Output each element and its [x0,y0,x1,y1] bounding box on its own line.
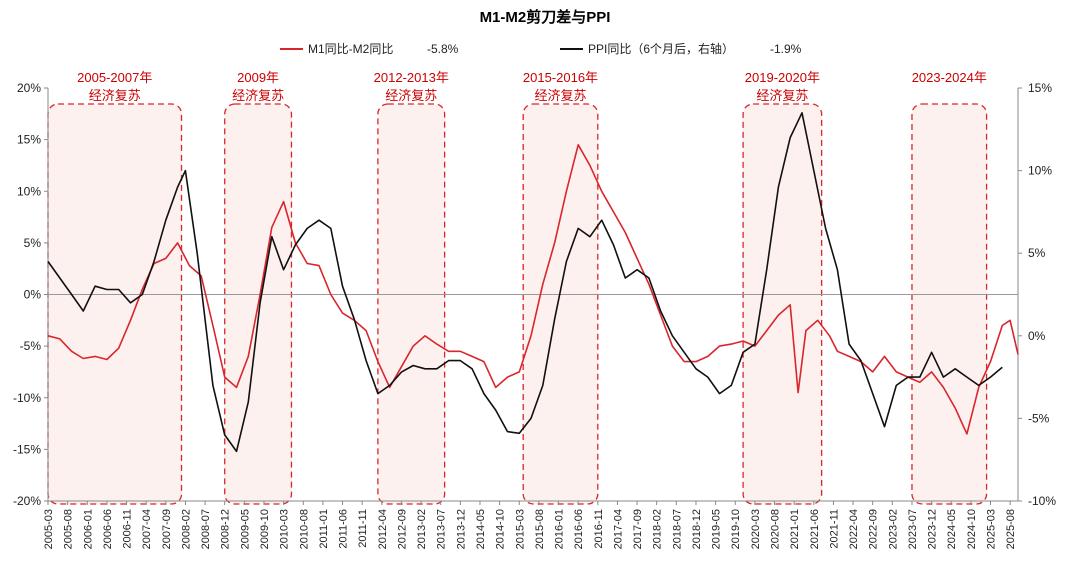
x-tick-label: 2021-11 [828,509,840,549]
x-tick-label: 2020-03 [750,509,762,549]
left-tick-label: 0% [24,288,42,302]
band-label-period: 2023-2024年 [912,70,987,85]
left-tick-label: -10% [13,391,41,405]
x-tick-label: 2008-02 [180,509,192,549]
x-tick-label: 2009-10 [259,509,271,549]
x-tick-label: 2006-01 [82,509,94,549]
band-label-note: 经济复苏 [385,88,437,103]
x-tick-label: 2011-11 [357,509,369,548]
x-tick-label: 2015-08 [534,509,546,549]
x-tick-label: 2016-06 [573,509,585,549]
left-tick-label: -20% [13,494,41,508]
x-tick-label: 2021-01 [789,509,801,549]
axes: 20% 15% 10% 5% 0% -5% -10% -15% -20% 15% 10% 5% 0% -5… [13,81,1056,549]
x-tick-label: 2023-12 [927,509,939,549]
x-tick-label: 2017-09 [632,509,644,549]
x-tick-label: 2005-03 [43,509,55,549]
x-tick-label: 2015-03 [514,509,526,549]
highlight-band [911,103,988,505]
x-tick-label: 2022-04 [848,509,860,549]
right-tick-label: 0% [1028,329,1046,343]
band-label-period: 2012-2013年 [374,70,449,85]
band-label-period: 2005-2007年 [77,70,152,85]
x-tick-label: 2006-11 [122,509,134,549]
right-tick-label: 10% [1028,164,1052,178]
x-tick-label: 2011-06 [338,509,350,549]
x-tick-label: 2012-04 [377,509,389,549]
band-label-period: 2015-2016年 [523,70,598,85]
legend-value-m1m2: -5.8% [427,42,459,56]
left-tick-label: -5% [20,339,42,353]
x-tick-label: 2021-06 [809,509,821,549]
series-layer [47,112,1019,453]
x-tick-label: 2007-04 [141,509,153,549]
x-tick-label: 2023-07 [907,509,919,549]
left-tick-label: 20% [17,81,41,95]
right-tick-label: 5% [1028,246,1046,260]
band-label-period: 2009年 [237,70,279,85]
left-tick-label: 15% [17,133,41,147]
x-tick-label: 2019-10 [730,509,742,549]
x-tick-label: 2011-01 [318,509,330,549]
highlight-band [742,103,823,505]
x-tick-label: 2014-05 [475,509,487,549]
x-tick-label: 2009-05 [239,509,251,549]
highlight-band [47,103,183,505]
legend-value-ppi: -1.9% [770,42,802,56]
x-tick-label: 2025-03 [986,509,998,549]
band-label-note: 经济复苏 [232,88,284,103]
x-tick-label: 2024-05 [946,509,958,549]
x-tick-label: 2020-08 [770,509,782,549]
right-tick-label: -5% [1028,411,1050,425]
legend-label-ppi: PPI同比（6个月后，右轴） [588,41,734,56]
x-tick-label: 2023-02 [887,509,899,549]
x-tick-label: 2005-08 [63,509,75,549]
band-label-note: 经济复苏 [756,88,808,103]
left-tick-label: 5% [24,236,42,250]
x-tick-label: 2016-01 [554,509,566,549]
x-tick-label: 2012-09 [396,509,408,549]
x-tick-label: 2014-10 [495,509,507,549]
x-tick-label: 2019-05 [711,509,723,549]
x-tick-label: 2013-02 [416,509,428,549]
highlight-bands: 2005-2007年经济复苏2009年经济复苏2012-2013年经济复苏201… [47,70,988,505]
x-tick-label: 2013-07 [436,509,448,549]
x-tick-label: 2008-07 [200,509,212,549]
chart-title: M1-M2剪刀差与PPI [480,8,611,26]
x-tick-label: 2018-12 [691,509,703,549]
band-label-note: 经济复苏 [534,88,586,103]
x-tick-label: 2006-06 [102,509,114,549]
x-tick-label: 2017-04 [612,509,624,549]
left-tick-label: -15% [13,442,41,456]
series-line-ppi [47,112,1003,453]
x-tick-label: 2016-11 [593,509,605,549]
x-tick-label: 2018-02 [652,509,664,549]
x-tick-label: 2008-12 [220,509,232,549]
x-tick-label: 2024-10 [966,509,978,549]
legend-label-m1m2: M1同比-M2同比 [308,42,393,56]
x-tick-label: 2025-08 [1005,509,1017,549]
highlight-band [377,103,446,505]
x-tick-label: 2013-12 [455,509,467,549]
x-tick-label: 2018-07 [671,509,683,549]
band-label-note: 经济复苏 [89,88,141,103]
x-tick-label: 2010-03 [279,509,291,549]
left-tick-label: 10% [17,184,41,198]
x-tick-label: 2022-09 [868,509,880,549]
right-tick-label: 15% [1028,81,1052,95]
x-tick-label: 2010-08 [298,509,310,549]
x-tick-label: 2007-09 [161,509,173,549]
legend: M1同比-M2同比 -5.8% PPI同比（6个月后，右轴） -1.9% [280,41,802,56]
band-label-period: 2019-2020年 [745,70,820,85]
highlight-band [522,103,599,505]
right-tick-label: -10% [1028,494,1056,508]
